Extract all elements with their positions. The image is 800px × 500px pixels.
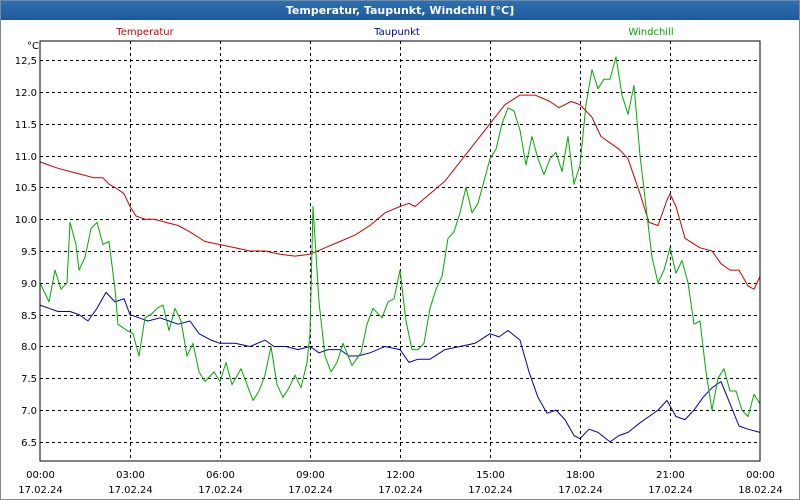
y-tick-label: 12.0: [15, 88, 37, 99]
series-lines: [39, 56, 761, 443]
y-tick-label: 10.0: [15, 215, 37, 226]
x-tick-time: 15:00: [476, 470, 505, 481]
legend-temperatur: Temperatur: [115, 27, 174, 38]
x-axis-ticks: 00:00 17.02.24 03:00 17.02.24 06:00 17.02.24 0…: [18, 470, 783, 496]
x-tick-date: 17.02.24: [108, 485, 153, 496]
y-tick-label: 11.5: [15, 120, 37, 131]
plot-area: [39, 40, 761, 462]
series-temperatur-line: [39, 94, 761, 290]
x-tick-date: 17.02.24: [288, 485, 333, 496]
x-tick-date: 17.02.24: [378, 485, 423, 496]
x-tick-date: 17.02.24: [18, 485, 63, 496]
x-tick-time: 12:00: [386, 470, 415, 481]
x-tick-date: 17.02.24: [198, 485, 243, 496]
x-tick-time: 18:00: [566, 470, 595, 481]
y-tick-label: 8.0: [21, 342, 37, 353]
legend-windchill: Windchill: [628, 27, 673, 38]
legend-taupunkt: Taupunkt: [373, 27, 420, 38]
gridlines: [40, 41, 760, 461]
x-tick-time: 06:00: [206, 470, 235, 481]
y-tick-label: 12,5: [15, 56, 37, 67]
x-tick-time: 00:00: [746, 470, 775, 481]
y-axis-ticks: 12,5 12.0 11.5 11.0 10.5 10.0 9.5 9.0 8.5 8.0 7.5 7…: [15, 56, 37, 449]
y-tick-label: 9.0: [21, 279, 37, 290]
x-tick-date: 17.02.24: [648, 485, 693, 496]
y-tick-label: 7.5: [21, 374, 37, 385]
y-tick-label: 10.5: [15, 183, 37, 194]
x-tick-time: 09:00: [296, 470, 325, 481]
x-tick-date: 18.02.24: [738, 485, 783, 496]
y-tick-label: 9.5: [21, 247, 37, 258]
series-windchill-line: [39, 56, 761, 417]
x-tick-time: 03:00: [116, 470, 145, 481]
legend: Temperatur Taupunkt Windchill: [115, 27, 673, 38]
y-tick-label: 7.0: [21, 406, 37, 417]
x-tick-time: 21:00: [656, 470, 685, 481]
chart-title: Temperatur, Taupunkt, Windchill [°C]: [1, 1, 799, 20]
y-tick-label: 11.0: [15, 152, 37, 163]
x-tick-time: 00:00: [26, 470, 55, 481]
y-tick-label: 8.5: [21, 311, 37, 322]
y-axis-unit-label: °C: [27, 41, 39, 52]
x-tick-date: 17.02.24: [468, 485, 513, 496]
x-tick-date: 17.02.24: [558, 485, 603, 496]
y-tick-label: 6.5: [21, 438, 37, 449]
